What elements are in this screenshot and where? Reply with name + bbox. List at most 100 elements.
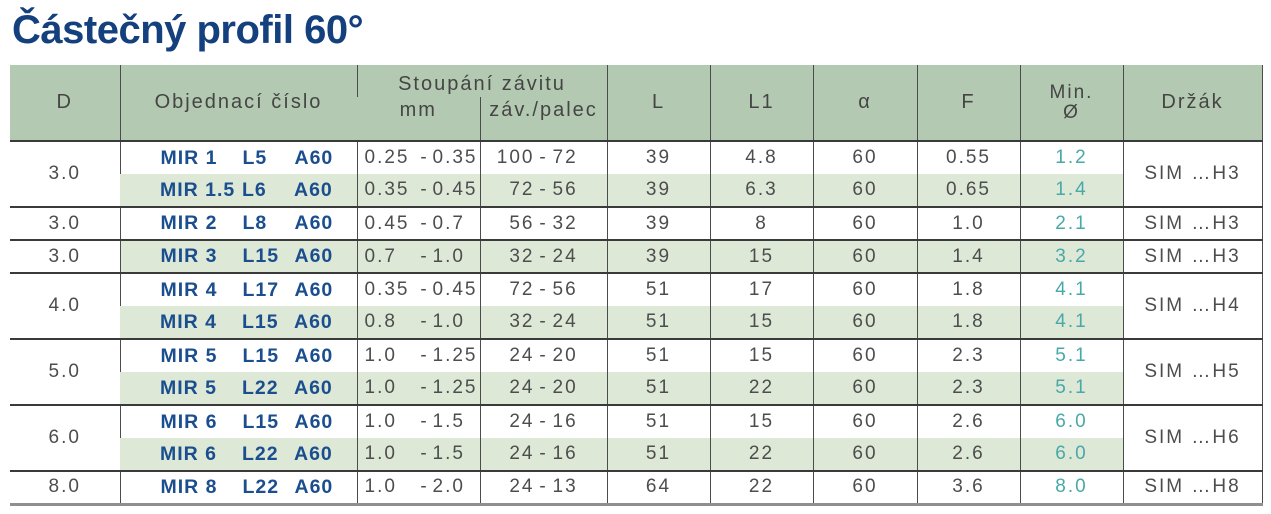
- order-number-cell: MIR 1.5 L6 A60: [120, 174, 357, 207]
- angle-cell: 60: [812, 438, 917, 471]
- length-l1-cell: 22: [709, 471, 813, 504]
- table-row: 4.0 MIR 4 L17 A60 0.35-0.45 72-56 51 17 60 1.8 4.1…: [10, 273, 1263, 339]
- diameter-group-5: 5.0 MIR 5 L15 A60 1.0-1.25 24-20 51 15 60 2.3 5.1 S…: [10, 339, 1263, 405]
- diameter-cell: 4.0: [10, 273, 120, 339]
- order-number-cell: MIR 1 L5 A60: [119, 141, 357, 174]
- order-number-cell: MIR 4 L15 A60: [120, 306, 357, 339]
- min-diameter-cell: 1.4: [1019, 174, 1123, 207]
- holder-cell: SIM …H4: [1122, 273, 1263, 339]
- holder-cell: SIM …H6: [1122, 405, 1263, 471]
- angle-cell: 60: [812, 273, 917, 306]
- table-row: 3.0 MIR 3 L15 A60 0.7-1.0 32-24 39 15 60 1.4 3.2 SI…: [10, 240, 1263, 273]
- table-row: 8.0 MIR 8 L22 A60 1.0-2.0 24-13 64 22 60 3.6 8.0 SI…: [10, 471, 1263, 504]
- min-diameter-cell: 1.2: [1019, 141, 1123, 174]
- col-header-holder: Držák: [1122, 65, 1263, 141]
- table-row: 6.0 MIR 6 L15 A60 1.0-1.5 24-16 51 15 60 2.6 6.0 SI…: [10, 405, 1263, 471]
- pitch-mm-cell: 1.0-2.0: [356, 471, 480, 504]
- col-header-alpha: α: [812, 65, 917, 141]
- pitch-mm-cell: 0.8-1.0: [356, 306, 480, 339]
- min-diameter-cell: 5.1: [1019, 372, 1123, 405]
- pitch-tpi-cell: 100-72: [479, 141, 607, 174]
- min-diameter-cell: 6.0: [1019, 438, 1123, 471]
- pitch-tpi-cell: 24-13: [479, 471, 607, 504]
- length-l-cell: 39: [606, 207, 710, 240]
- catalog-table: D Objednací číslo Stoupání závitu L L1 α…: [10, 65, 1263, 506]
- diameter-group-2: 3.0 MIR 2 L8 A60 0.45-0.7 56-32 39 8 60 1.0 2.1 SIM…: [10, 207, 1263, 240]
- holder-cell: SIM …H5: [1122, 339, 1263, 405]
- angle-cell: 60: [812, 339, 917, 372]
- length-l1-cell: 22: [709, 438, 813, 471]
- col-header-min-diameter: Min. Ø: [1019, 65, 1123, 141]
- length-l-cell: 64: [606, 471, 710, 504]
- holder-cell: SIM …H3: [1122, 207, 1263, 240]
- f-cell: 1.0: [916, 207, 1020, 240]
- pitch-tpi-cell: 24-20: [479, 372, 607, 405]
- pitch-tpi-cell: 24-16: [479, 438, 607, 471]
- diameter-group-7: 8.0 MIR 8 L22 A60 1.0-2.0 24-13 64 22 60 3.6 8.0 SI…: [10, 471, 1263, 504]
- f-cell: 3.6: [916, 471, 1020, 504]
- holder-cell: SIM …H3: [1122, 141, 1263, 207]
- holder-cell: SIM …H3: [1122, 240, 1263, 273]
- table-row: 3.0 MIR 1 L5 A60 0.25-0.35 100-72 39 4.8 60 0.55 1…: [10, 141, 1263, 207]
- col-header-thread-pitch: Stoupání závitu: [356, 65, 607, 97]
- length-l-cell: 51: [606, 339, 710, 372]
- angle-cell: 60: [812, 471, 917, 504]
- page-title: Částečný profil 60°: [12, 8, 364, 52]
- length-l1-cell: 15: [709, 306, 813, 339]
- length-l-cell: 51: [606, 273, 710, 306]
- diameter-group-6: 6.0 MIR 6 L15 A60 1.0-1.5 24-16 51 15 60 2.6 6.0 SI…: [10, 405, 1263, 471]
- table-row: MIR 5 L22 A60 1.0-1.25 24-20 51 22 60 2.3 5.1: [10, 372, 1262, 405]
- length-l1-cell: 22: [709, 372, 813, 405]
- pitch-mm-cell: 1.0-1.25: [356, 372, 480, 405]
- diameter-group-1: 3.0 MIR 1 L5 A60 0.25-0.35 100-72 39 4.8 60 0.55 1…: [10, 141, 1263, 207]
- length-l-cell: 39: [606, 240, 710, 273]
- pitch-tpi-cell: 24-16: [479, 405, 607, 438]
- diameter-cell: 3.0: [10, 240, 120, 273]
- angle-cell: 60: [812, 174, 917, 207]
- min-diameter-cell: 5.1: [1019, 339, 1123, 372]
- length-l1-cell: 15: [709, 240, 813, 273]
- pitch-tpi-cell: 72-56: [479, 273, 607, 306]
- min-diameter-cell: 8.0: [1019, 471, 1123, 504]
- diameter-cell: 3.0: [10, 207, 120, 240]
- f-cell: 0.65: [916, 174, 1020, 207]
- length-l-cell: 51: [606, 372, 710, 405]
- col-header-pitch-tpi: záv./palec: [479, 97, 607, 141]
- angle-cell: 60: [812, 306, 917, 339]
- diameter-cell: 6.0: [10, 405, 120, 471]
- table-row: 3.0 MIR 2 L8 A60 0.45-0.7 56-32 39 8 60 1.0 2.1 SIM…: [10, 207, 1263, 240]
- f-cell: 1.8: [916, 273, 1020, 306]
- length-l1-cell: 8: [709, 207, 813, 240]
- order-number-cell: MIR 5 L15 A60: [119, 339, 357, 372]
- min-diameter-cell: 4.1: [1019, 273, 1123, 306]
- length-l1-cell: 15: [709, 405, 813, 438]
- order-number-cell: MIR 2 L8 A60: [119, 207, 357, 240]
- order-number-cell: MIR 4 L17 A60: [119, 273, 357, 306]
- angle-cell: 60: [812, 240, 917, 273]
- diameter-cell: 3.0: [10, 141, 120, 207]
- pitch-tpi-cell: 56-32: [479, 207, 607, 240]
- min-diameter-cell: 3.2: [1019, 240, 1123, 273]
- pitch-tpi-cell: 32-24: [479, 240, 607, 273]
- min-label: Min.: [1049, 81, 1094, 103]
- pitch-tpi-cell: 72-56: [479, 174, 607, 207]
- f-cell: 2.6: [916, 405, 1020, 438]
- f-cell: 2.3: [916, 339, 1020, 372]
- pitch-mm-cell: 0.35-0.45: [356, 273, 480, 306]
- length-l1-cell: 15: [709, 339, 813, 372]
- min-diameter-cell: 4.1: [1019, 306, 1123, 339]
- length-l-cell: 51: [606, 438, 710, 471]
- diameter-symbol: Ø: [1063, 101, 1080, 123]
- pitch-mm-cell: 0.35-0.45: [356, 174, 480, 207]
- angle-cell: 60: [812, 372, 917, 405]
- f-cell: 2.6: [916, 438, 1020, 471]
- f-cell: 0.55: [916, 141, 1020, 174]
- order-number-cell: MIR 3 L15 A60: [119, 240, 357, 273]
- col-header-f: F: [916, 65, 1020, 141]
- diameter-group-3: 3.0 MIR 3 L15 A60 0.7-1.0 32-24 39 15 60 1.4 3.2 SI…: [10, 240, 1263, 273]
- angle-cell: 60: [812, 207, 917, 240]
- pitch-tpi-cell: 32-24: [479, 306, 607, 339]
- order-number-cell: MIR 5 L22 A60: [120, 372, 357, 405]
- angle-cell: 60: [812, 405, 917, 438]
- angle-cell: 60: [812, 141, 917, 174]
